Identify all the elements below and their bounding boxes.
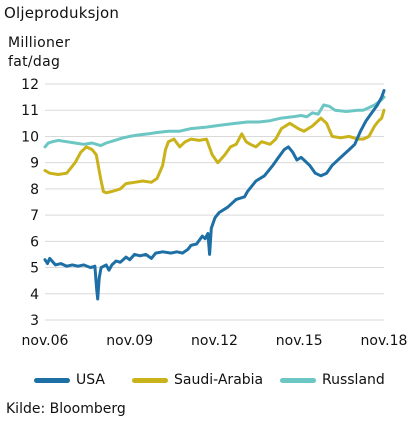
legend-swatch-russland — [280, 377, 316, 383]
y-unit-line-1: Millioner — [8, 35, 71, 51]
legend-item-saudi-arabia: Saudi-Arabia — [132, 372, 263, 388]
y-tick-label: 5 — [30, 261, 39, 277]
y-tick-label: 10 — [21, 129, 39, 145]
source-note: Kilde: Bloomberg — [6, 401, 126, 417]
series-line-usa — [43, 89, 386, 301]
y-tick-label: 7 — [30, 208, 39, 224]
series-lines — [43, 89, 386, 301]
legend-item-russland: Russland — [280, 372, 385, 388]
y-tick-labels: 3 4 5 6 7 8 9 10 11 12 — [21, 77, 39, 329]
y-tick-label: 6 — [30, 234, 39, 250]
y-unit-line-2: fat/dag — [8, 54, 61, 70]
legend-label-saudi-arabia: Saudi-Arabia — [174, 372, 264, 388]
series-line-saudi-arabia — [43, 108, 386, 195]
x-tick-labels: nov.06 nov.09 nov.12 nov.15 nov.18 — [22, 333, 408, 349]
legend-item-usa: USA — [34, 372, 105, 388]
y-tick-label: 9 — [30, 156, 39, 172]
y-tick-label: 3 — [30, 313, 39, 329]
legend: USA Saudi-Arabia Russland — [0, 372, 413, 394]
x-tick-label: nov.06 — [22, 333, 69, 349]
series-line-russland — [43, 95, 386, 149]
legend-label-usa: USA — [76, 372, 105, 388]
x-tick-label: nov.09 — [106, 333, 153, 349]
y-tick-label: 11 — [21, 103, 39, 119]
legend-swatch-saudi-arabia — [132, 377, 168, 383]
y-tick-label: 4 — [30, 287, 39, 303]
y-tick-label: 12 — [21, 77, 39, 93]
x-tick-label: nov.18 — [361, 333, 408, 349]
y-tick-label: 8 — [30, 182, 39, 198]
x-tick-label: nov.15 — [276, 333, 323, 349]
legend-label-russland: Russland — [322, 372, 385, 388]
chart-title: Oljeproduksjon — [4, 4, 120, 22]
x-tick-label: nov.12 — [191, 333, 238, 349]
legend-swatch-usa — [34, 377, 70, 383]
